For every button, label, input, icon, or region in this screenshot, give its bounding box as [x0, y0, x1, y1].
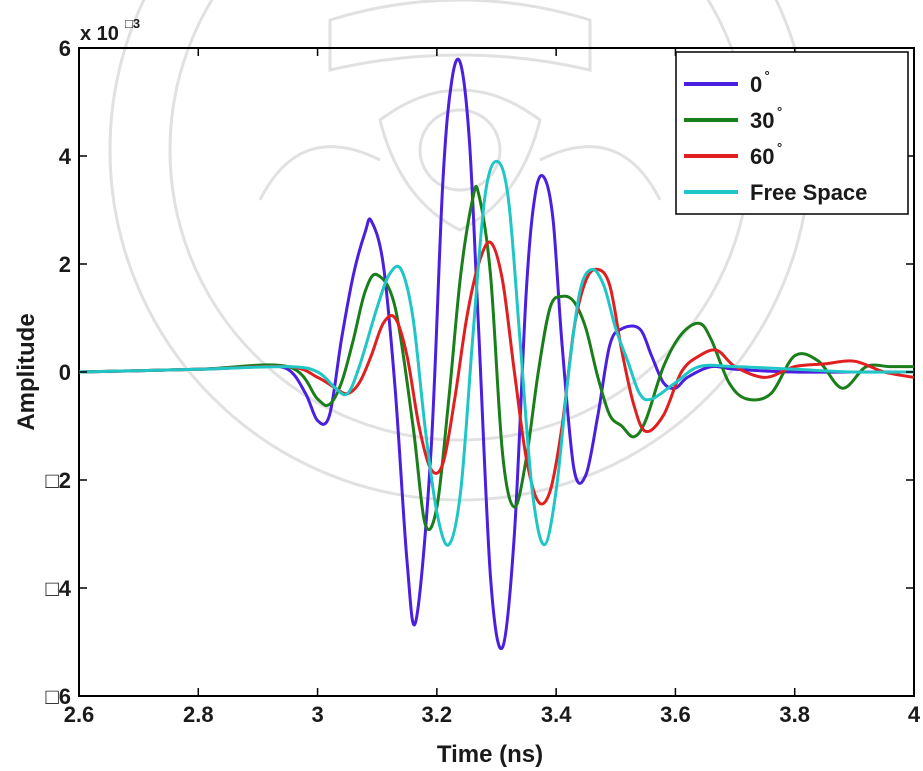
legend-label-superscript: ° — [765, 68, 770, 83]
y-tick-label: 2 — [59, 252, 71, 277]
legend-label: 30 — [750, 108, 774, 133]
y-tick-label: □2 — [45, 468, 71, 493]
series-line-2 — [79, 240, 914, 506]
legend: 0 °30 °60 °Free Space — [675, 51, 909, 215]
legend-label: Free Space — [750, 180, 867, 205]
legend-label: 0 — [750, 72, 762, 97]
y-tick-label: 4 — [59, 144, 72, 169]
x-tick-label: 3 — [311, 702, 323, 727]
multiplier-exponent: □3 — [125, 16, 140, 31]
y-axis-multiplier: x 10 □3 — [80, 16, 140, 45]
y-tick-label: □6 — [45, 684, 71, 709]
x-axis-ticks: 2.6 2.8 3 3.2 3.4 3.6 3.8 4 — [64, 48, 921, 727]
x-tick-label: 3.4 — [541, 702, 572, 727]
y-tick-label: □4 — [45, 576, 71, 601]
x-tick-label: 2.8 — [183, 702, 214, 727]
x-axis-title: Time (ns) — [437, 741, 543, 768]
series-line-1 — [79, 184, 914, 531]
series-line-3 — [79, 159, 914, 547]
legend-label-superscript: ° — [777, 140, 782, 155]
y-tick-label: 0 — [59, 360, 71, 385]
y-axis-title: Amplitude — [13, 313, 40, 430]
x-tick-label: 4 — [908, 702, 921, 727]
multiplier-base: x 10 — [80, 23, 119, 45]
series-lines — [79, 57, 914, 651]
x-tick-label: 2.6 — [64, 702, 95, 727]
series-line-0 — [79, 57, 914, 651]
y-tick-label: 6 — [59, 36, 71, 61]
x-tick-label: 3.6 — [660, 702, 691, 727]
legend-label: 60 — [750, 144, 774, 169]
legend-box — [675, 51, 909, 215]
y-axis-ticks: □6 □4 □2 0 2 4 6 — [45, 36, 914, 709]
legend-label-superscript: ° — [777, 104, 782, 119]
x-tick-label: 3.8 — [779, 702, 810, 727]
x-tick-label: 3.2 — [422, 702, 453, 727]
